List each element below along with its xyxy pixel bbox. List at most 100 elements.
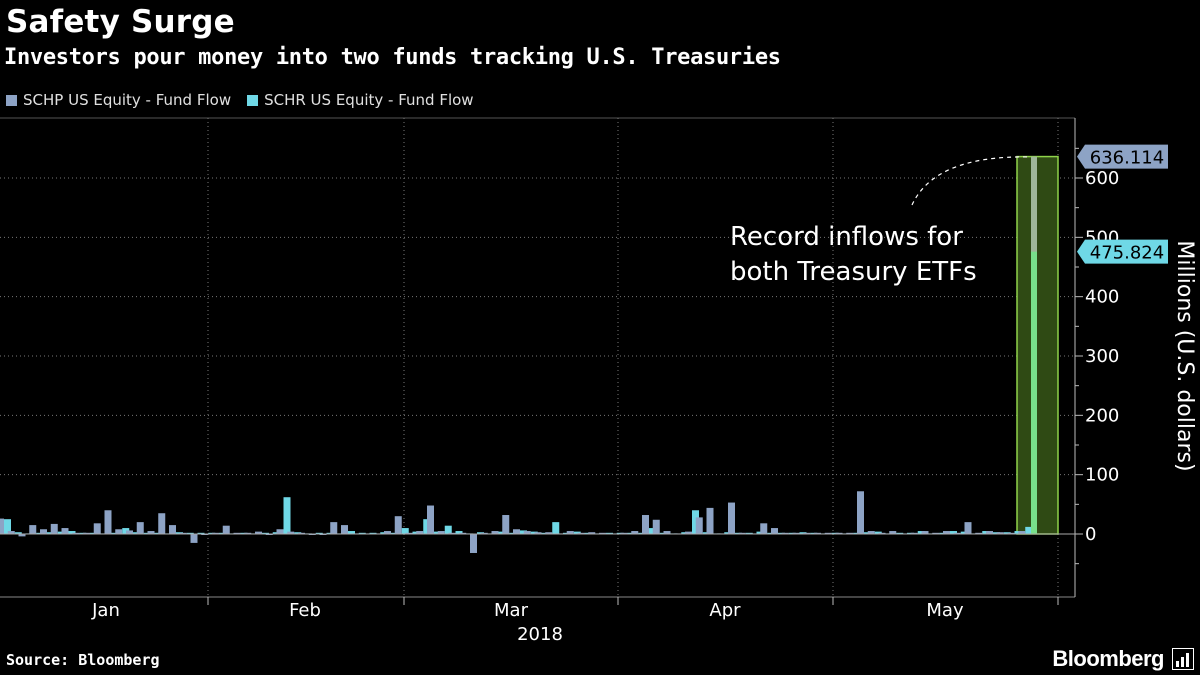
bar-schr [197,532,205,534]
bar-schp [212,532,219,534]
bar-schp [0,518,4,534]
y-tick-label: 300 [1085,346,1119,367]
bar-schp [588,532,596,534]
bar-schr [530,531,538,534]
bar-schr [993,532,1000,534]
bar-schp [179,532,187,534]
bar-schr [563,532,570,534]
bar-schr [1003,532,1011,534]
bar-schr [90,532,97,534]
bar-schr [47,532,54,534]
bar-schr [401,528,409,534]
bar-schp [147,531,155,534]
bar-schp [620,532,628,534]
bar-schp [523,531,531,534]
bar-schp [867,531,875,534]
bar-schr [444,525,452,534]
bar-schp [384,531,391,534]
bar-schr [681,532,689,534]
bar-schp [480,532,488,534]
bar-schr [692,510,699,534]
bar-schp [341,525,348,534]
bar-schp [910,532,918,534]
y-tick-label: 400 [1085,287,1119,308]
bar-schp [427,505,434,534]
bar-schp [878,532,886,534]
bar-schr [36,532,44,534]
bar-schr [960,531,968,534]
bar-schp [577,532,585,534]
bar-schp [835,532,843,534]
bar-schr [767,532,775,534]
bar-schp [502,515,510,534]
bar-schr [778,532,785,534]
bar-schr [79,532,87,534]
bar-schr [724,532,732,534]
bar-schr [584,532,592,534]
y-axis-label: Millions (U.S. dollars) [1172,240,1197,471]
x-tick-label: Apr [709,600,741,621]
callout-schp-tag [1077,144,1168,169]
bar-schr [810,532,818,534]
bar-schr [240,532,248,534]
bar-schr [369,532,377,534]
bar-schp [1018,531,1026,534]
bar-schr [659,532,667,534]
bar-schr [68,531,76,534]
bar-schp [437,531,445,534]
bar-schr [799,532,807,534]
bar-schr [896,532,904,534]
bar-schp [781,532,789,534]
bar-schr [552,522,560,534]
bar-schp [126,530,133,534]
bar-schp [760,523,768,534]
bar-schr [434,531,441,534]
bar-schr [702,532,710,534]
x-axis-label: 2018 [517,624,563,645]
callout-schr-tag [1077,239,1168,264]
bar-schp [545,532,553,534]
bloomberg-terminal-icon [1172,648,1194,670]
bar-schp [244,532,252,534]
bar-schr [831,532,839,534]
bar-schr [143,532,151,534]
bar-schp [932,532,940,534]
bar-schp [695,517,703,534]
bar-schr [509,532,517,534]
x-tick-label: Mar [494,600,529,621]
bar-schr [154,532,162,534]
bar-schr [541,532,549,534]
legend-swatch-schp [6,94,17,106]
bar-schp [953,532,961,534]
bar-schr [4,519,11,534]
bar-schp [104,510,112,534]
bar-schr [412,531,420,534]
bar-schp [83,532,90,534]
bar-schr [498,531,506,534]
bar-schp [728,502,735,534]
bar-schr [853,532,861,534]
bar-schp [846,532,854,534]
bar-schp [685,531,692,534]
bar-schr [1031,251,1037,534]
bar-schr [982,531,990,534]
bar-schp [706,507,714,534]
bar-schp [276,529,284,534]
bar-schp [72,532,80,534]
bar-schr [423,519,431,534]
x-tick-label: Feb [289,600,321,621]
bar-schp [115,529,123,534]
bar-schr [380,532,388,534]
bar-schp [964,522,972,534]
bar-schp [190,534,198,543]
bar-schp [771,528,778,534]
bar-schp [996,532,1004,534]
bar-schp [986,531,993,534]
bar-schp [491,531,499,534]
bar-schr [788,532,796,534]
bar-schp [287,531,295,534]
callout-schp-label: 636.114 [1090,148,1164,169]
bar-schp [599,532,606,534]
bar-schp [394,516,402,534]
